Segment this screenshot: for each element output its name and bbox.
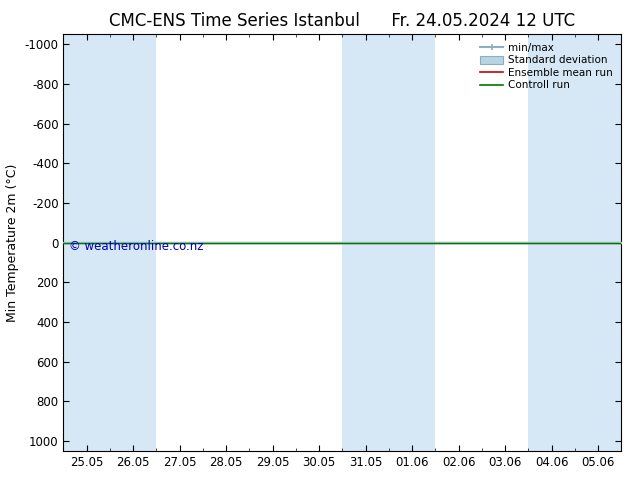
Bar [528, 34, 621, 451]
Legend: min/max, Standard deviation, Ensemble mean run, Controll run: min/max, Standard deviation, Ensemble me… [477, 40, 616, 94]
Title: CMC-ENS Time Series Istanbul      Fr. 24.05.2024 12 UTC: CMC-ENS Time Series Istanbul Fr. 24.05.2… [109, 12, 576, 30]
Text: © weatheronline.co.nz: © weatheronline.co.nz [69, 241, 204, 253]
Y-axis label: Min Temperature 2m (°C): Min Temperature 2m (°C) [6, 163, 19, 322]
Bar [63, 34, 157, 451]
Bar [342, 34, 436, 451]
